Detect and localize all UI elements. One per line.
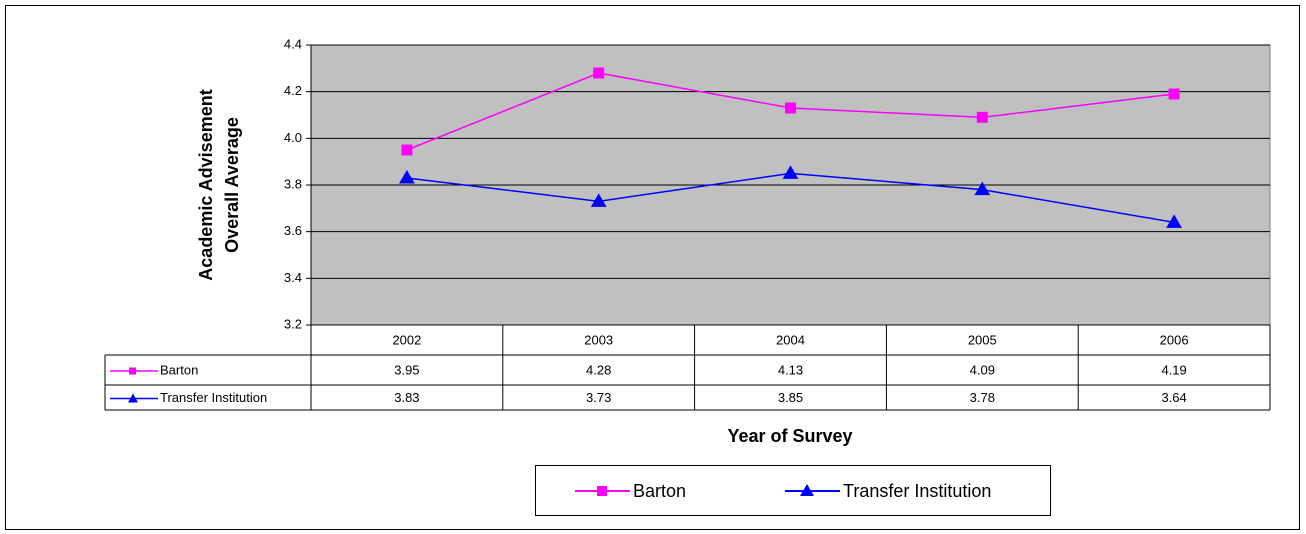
data-point [976, 111, 988, 123]
y-tick-label: 3.6 [284, 223, 302, 238]
legend-label: Transfer Institution [843, 481, 991, 501]
y-tick-label: 4.0 [284, 130, 302, 145]
table-value: 4.19 [1161, 362, 1186, 377]
data-point [785, 102, 796, 114]
x-axis-title: Year of Survey [727, 426, 852, 446]
legend-marker [597, 486, 607, 496]
data-point [399, 170, 415, 184]
data-point [1166, 214, 1182, 228]
y-tick-label: 3.8 [284, 176, 302, 191]
x-tick-label: 2004 [776, 332, 805, 347]
x-tick-label: 2002 [392, 332, 421, 347]
y-tick-label: 3.4 [284, 270, 302, 285]
legend-marker [800, 484, 814, 496]
y-tick-label: 4.2 [284, 83, 302, 98]
table-value: 4.13 [778, 362, 803, 377]
data-point [782, 165, 799, 179]
data-point [974, 181, 991, 196]
x-tick-label: 2005 [968, 332, 997, 347]
table-row-label: Barton [160, 362, 198, 377]
table-value: 4.28 [586, 362, 611, 377]
table-value: 3.78 [970, 390, 995, 405]
table-value: 3.95 [394, 362, 419, 377]
table-value: 4.09 [970, 362, 995, 377]
data-point [590, 193, 607, 207]
y-tick-label: 4.4 [284, 36, 302, 51]
x-tick-label: 2003 [584, 332, 613, 347]
y-axis-title: Academic Advisement [196, 89, 216, 280]
legend-label: Barton [633, 481, 686, 501]
table-value: 3.73 [586, 390, 611, 405]
table-key-marker [128, 393, 138, 403]
table-row-label: Transfer Institution [160, 390, 267, 405]
table-value: 3.64 [1161, 390, 1186, 405]
table-value: 3.83 [394, 390, 419, 405]
y-tick-label: 3.2 [284, 316, 302, 331]
data-point [1168, 88, 1180, 100]
data-point [401, 144, 413, 156]
data-point [593, 67, 605, 79]
x-tick-label: 2006 [1160, 332, 1189, 347]
y-axis-title: Overall Average [222, 117, 242, 253]
table-key-marker [129, 367, 136, 375]
table-value: 3.85 [778, 390, 803, 405]
